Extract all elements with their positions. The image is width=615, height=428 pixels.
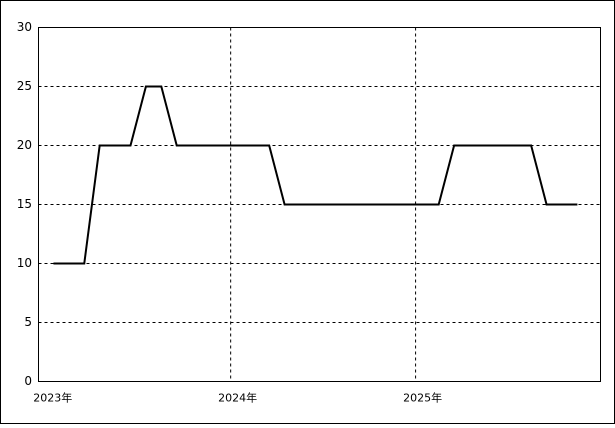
line-series xyxy=(53,85,578,265)
y-tick-label: 25 xyxy=(17,79,32,93)
y-tick-label: 30 xyxy=(17,20,32,34)
y-tick-label: 5 xyxy=(24,315,32,329)
y-tick-label: 0 xyxy=(24,374,32,388)
x-tick-label: 2025年 xyxy=(403,391,442,405)
y-tick-label: 20 xyxy=(17,138,32,152)
x-tick-label: 2023年 xyxy=(33,391,72,405)
y-tick-label: 15 xyxy=(17,197,32,211)
y-tick-label: 10 xyxy=(17,256,32,270)
x-tick-label: 2024年 xyxy=(218,391,257,405)
